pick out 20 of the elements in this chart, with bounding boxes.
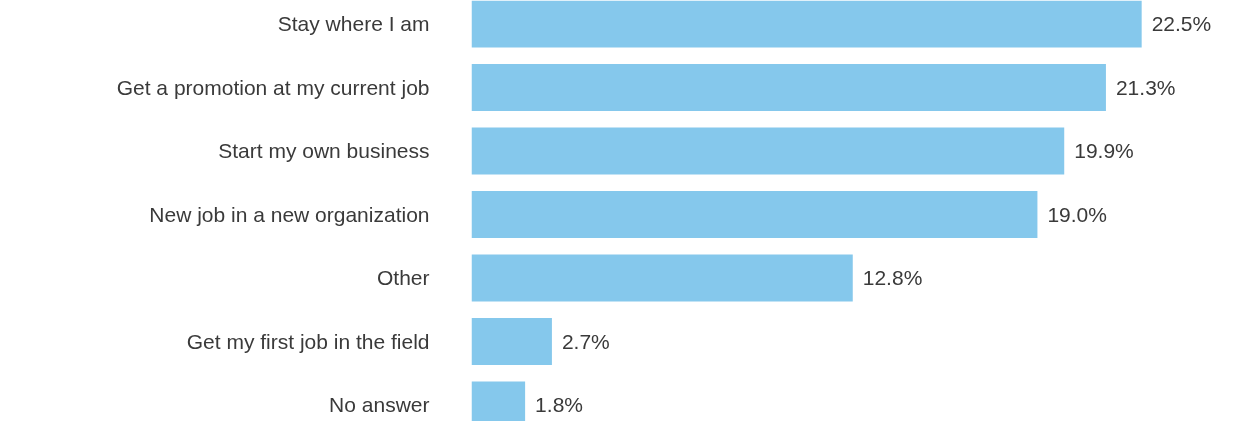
bar — [471, 318, 552, 365]
data-label: 2.7% — [561, 329, 610, 353]
data-label: 22.5% — [1151, 12, 1212, 36]
data-label: 21.3% — [1115, 75, 1176, 99]
y-tick-label: Start my own business — [218, 139, 430, 163]
y-tick-label: Other — [376, 266, 430, 290]
bar — [471, 127, 1065, 175]
bar — [471, 254, 853, 302]
bar — [471, 64, 1106, 111]
y-tick-label: Get a promotion at my current job — [116, 75, 430, 99]
data-label: 1.8% — [535, 393, 583, 417]
y-tick-label: No answer — [329, 393, 430, 417]
data-label: 12.8% — [862, 266, 923, 290]
bar — [471, 191, 1038, 238]
y-tick-label: Get my first job in the field — [186, 329, 430, 353]
bar — [471, 0, 1142, 48]
data-label: 19.0% — [1047, 202, 1107, 226]
y-tick-label: New job in a new organization — [149, 202, 430, 226]
data-label: 19.9% — [1074, 139, 1134, 163]
y-tick-label: Stay where I am — [277, 12, 430, 36]
